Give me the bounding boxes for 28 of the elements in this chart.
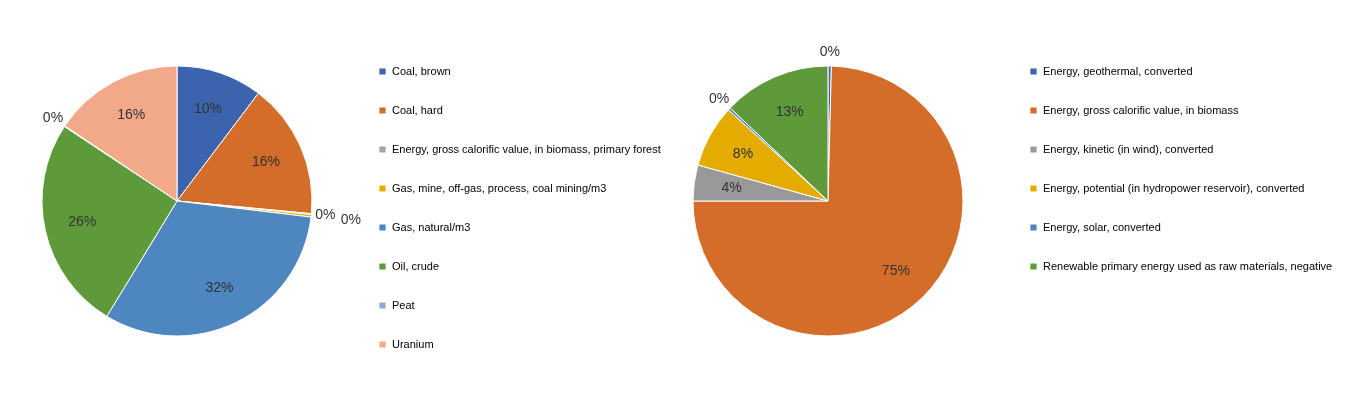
data-label: 4%	[721, 178, 742, 195]
data-label: 0%	[708, 90, 730, 107]
legend-label: Energy, gross calorific value, in biomass	[1043, 103, 1239, 116]
data-label: 0%	[315, 206, 336, 223]
data-label: 75%	[881, 261, 910, 278]
legend-label: Oil, crude	[392, 259, 440, 272]
data-label: 26%	[68, 213, 97, 230]
legend-label: Energy, kinetic (in wind), converted	[1043, 142, 1214, 155]
data-label: 0%	[819, 43, 840, 60]
data-label: 0%	[42, 109, 64, 126]
data-label: 0%	[340, 211, 362, 228]
legend-label: Uranium	[392, 337, 434, 350]
data-label: 10%	[193, 99, 222, 116]
legend-label: Coal, brown	[392, 64, 451, 77]
legend-label: Peat	[392, 298, 415, 311]
legend-label: Energy, gross calorific value, in biomass, primary forest	[392, 142, 661, 155]
legend-label: Energy, geothermal, converted	[1043, 64, 1193, 77]
data-label: 32%	[205, 279, 234, 296]
data-label: 16%	[251, 152, 280, 169]
data-label: 16%	[117, 106, 146, 123]
data-label: 13%	[775, 102, 804, 119]
legend-label: Coal, hard	[392, 103, 443, 116]
legend-label: Energy, solar, converted	[1043, 220, 1161, 233]
data-label: 8%	[732, 144, 754, 161]
legend-label: Renewable primary energy used as raw materials, negative	[1043, 259, 1333, 272]
legend-label: Gas, natural/m3	[392, 220, 471, 233]
legend-label: Gas, mine, off-gas, process, coal mining/m3	[392, 181, 607, 194]
legend-label: Energy, potential (in hydropower reservoir), converted	[1043, 181, 1305, 194]
